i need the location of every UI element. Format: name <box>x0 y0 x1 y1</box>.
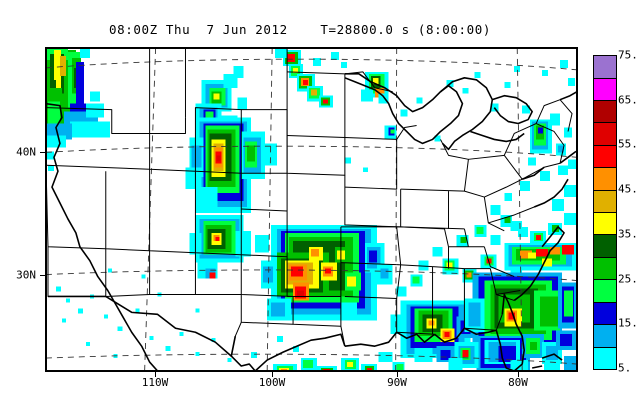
y-axis-label-30n: 30N <box>0 269 36 282</box>
map-plot-area[interactable] <box>45 47 578 372</box>
colorbar-cell-5 <box>594 348 616 369</box>
y-tick-40n <box>40 152 45 153</box>
colorbar-label-75: 75. <box>618 49 638 62</box>
echo-southern-plains <box>255 225 392 320</box>
colorbar-cell-35 <box>594 213 616 235</box>
colorbar-label-45: 45. <box>618 183 638 196</box>
x-axis-label-90w: 90W <box>387 376 407 389</box>
y-axis-label-40n: 40N <box>0 146 36 159</box>
colorbar-cell-60 <box>594 101 616 123</box>
y-tick-30n <box>40 275 45 276</box>
colorbar-cell-25 <box>594 258 616 280</box>
colorbar-label-35: 35. <box>618 227 638 240</box>
colorbar-label-55: 55. <box>618 138 638 151</box>
reflectivity-colorbar[interactable] <box>593 55 617 370</box>
colorbar-cell-30 <box>594 235 616 257</box>
radar-map-svg <box>46 48 577 371</box>
colorbar-cell-65 <box>594 79 616 101</box>
colorbar-cell-70 <box>594 56 616 78</box>
colorbar-cell-45 <box>594 168 616 190</box>
colorbar-label-5: 5. <box>618 362 631 375</box>
x-axis-label-110w: 110W <box>142 376 169 389</box>
colorbar-cell-10 <box>594 325 616 347</box>
colorbar-cell-50 <box>594 146 616 168</box>
x-axis-label-80w: 80W <box>508 376 528 389</box>
figure-canvas: 08:00Z Thu 7 Jun 2012 T=28800.0 s (8:00:… <box>0 0 640 400</box>
figure-title: 08:00Z Thu 7 Jun 2012 T=28800.0 s (8:00:… <box>0 22 600 37</box>
colorbar-cell-15 <box>594 303 616 325</box>
colorbar-label-65: 65. <box>618 93 638 106</box>
colorbar-label-15: 15. <box>618 317 638 330</box>
colorbar-label-25: 25. <box>618 272 638 285</box>
colorbar-cell-40 <box>594 191 616 213</box>
colorbar-cell-55 <box>594 123 616 145</box>
colorbar-cell-20 <box>594 280 616 302</box>
x-axis-label-100w: 100W <box>259 376 286 389</box>
